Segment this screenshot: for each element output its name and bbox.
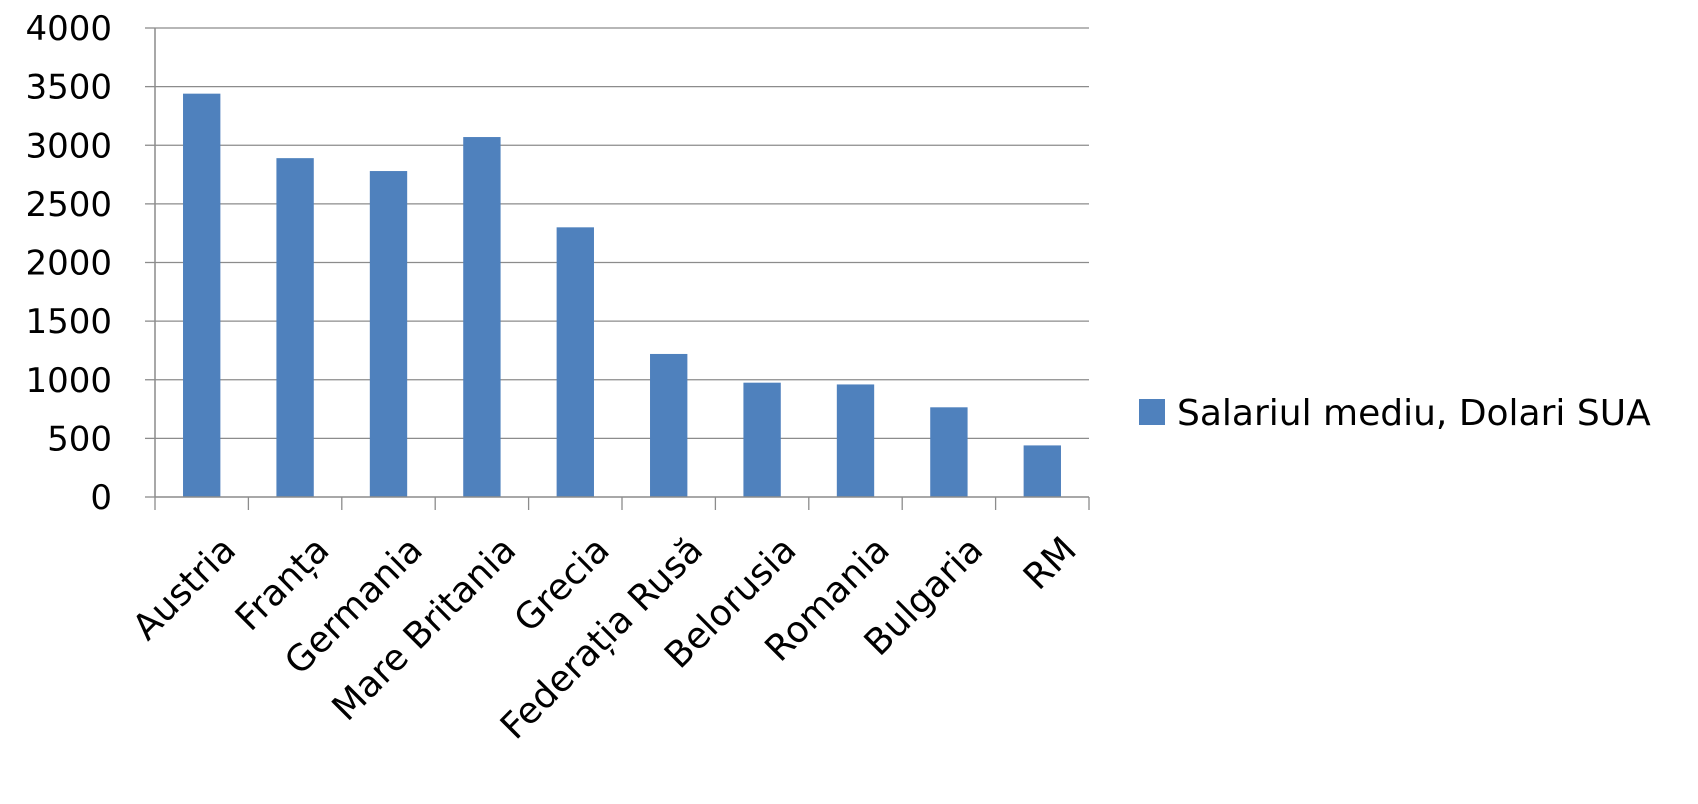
y-tick-label: 3500 (25, 68, 112, 108)
bar (743, 382, 781, 497)
bar (463, 137, 501, 498)
y-tick-label: 1500 (25, 302, 112, 342)
x-tick-label: RM (1016, 529, 1085, 598)
bar (650, 353, 688, 497)
y-axis-ticks: 0 500 1000 1500 2000 2500 3000 3500 4000 (25, 9, 155, 518)
y-tick-label: 500 (47, 419, 112, 459)
bar (556, 227, 594, 497)
bar (930, 407, 968, 497)
bar (183, 93, 221, 497)
bar (1023, 445, 1061, 497)
legend-swatch (1139, 399, 1165, 425)
bar (276, 158, 314, 497)
bar (836, 384, 875, 497)
bar (369, 171, 408, 498)
y-tick-label: 2000 (25, 244, 112, 284)
y-tick-label: 1000 (25, 361, 112, 401)
legend: Salariul mediu, Dolari SUA (1139, 393, 1651, 434)
y-tick-label: 3000 (25, 126, 112, 166)
y-tick-label: 4000 (25, 9, 112, 49)
y-tick-label: 0 (90, 478, 112, 518)
y-tick-label: 2500 (25, 185, 112, 225)
bars (183, 93, 1061, 498)
legend-label: Salariul mediu, Dolari SUA (1177, 393, 1651, 434)
x-tick-label: Austria (125, 529, 244, 648)
